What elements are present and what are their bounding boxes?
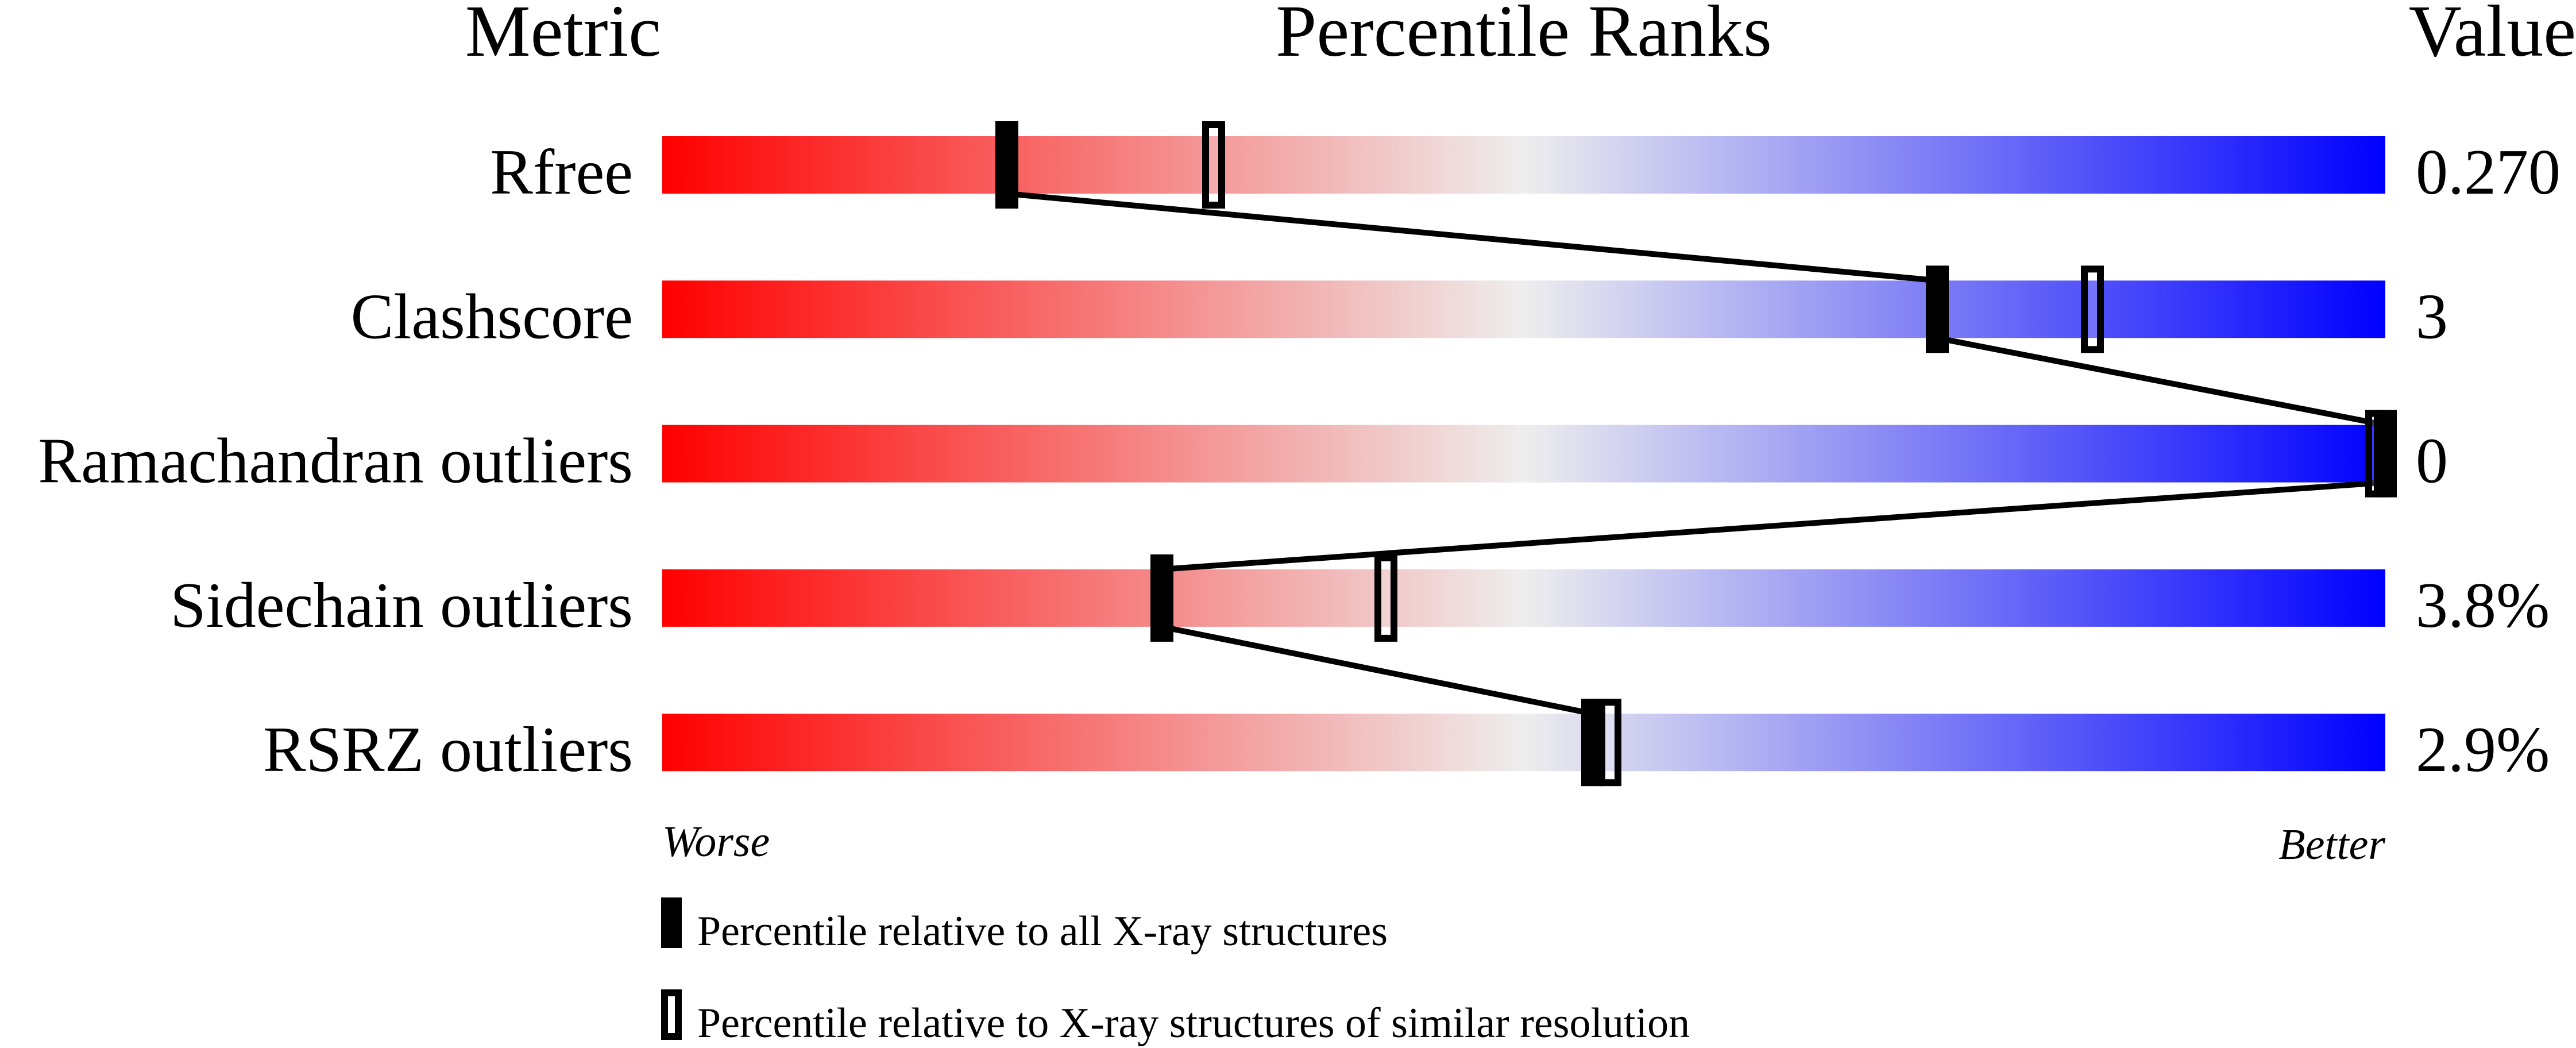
metric-label: Clashscore [351, 281, 633, 352]
marker-all-structures [1581, 699, 1604, 787]
connector-line [1161, 479, 2386, 572]
metric-value: 2.9% [2416, 714, 2550, 785]
header-metric: Metric [465, 0, 661, 72]
metric-label: RSRZ outliers [263, 714, 633, 785]
metric-label: Ramachandran outliers [38, 426, 633, 497]
header-percentile-ranks: Percentile Ranks [1276, 0, 1772, 72]
marker-all-structures [2374, 410, 2397, 498]
connector-line [1006, 191, 1938, 284]
metric-label: Sidechain outliers [170, 570, 633, 641]
marker-all-structures [1926, 265, 1949, 353]
marker-similar-resolution [2081, 265, 2104, 353]
percentile-markers [995, 121, 2397, 787]
marker-similar-resolution [1598, 699, 1621, 787]
metric-value: 0.270 [2416, 137, 2560, 208]
marker-similar-resolution [1202, 121, 1225, 209]
legend-open-marker-icon [661, 989, 682, 1040]
metric-rows: Rfree 0.270 Clashscore 3 Ramachandran outlie… [38, 136, 2560, 785]
legend-filled-marker-icon [661, 897, 682, 948]
metric-value: 3.8% [2416, 570, 2550, 641]
axis-label-better: Better [2278, 820, 2385, 869]
connector-line [1161, 623, 1593, 717]
marker-all-structures [995, 121, 1018, 209]
legend-label-all: Percentile relative to all X-ray structu… [697, 908, 1388, 955]
percentile-bar [662, 425, 2385, 483]
marker-similar-resolution [1374, 554, 1397, 642]
percentile-bar [662, 280, 2385, 338]
metric-value: 0 [2416, 426, 2448, 497]
marker-all-structures [1150, 554, 1173, 642]
percentile-bar [662, 714, 2385, 772]
axis-label-worse: Worse [662, 818, 770, 866]
percentile-bar [662, 569, 2385, 627]
legend-label-similar: Percentile relative to X-ray structures … [697, 1000, 1690, 1047]
connector-lines [1006, 191, 2386, 717]
metric-label: Rfree [490, 137, 633, 208]
metric-value: 3 [2416, 281, 2448, 352]
header-value: Value [2409, 0, 2576, 72]
percentile-bar [662, 136, 2385, 194]
connector-line [1937, 335, 2386, 428]
